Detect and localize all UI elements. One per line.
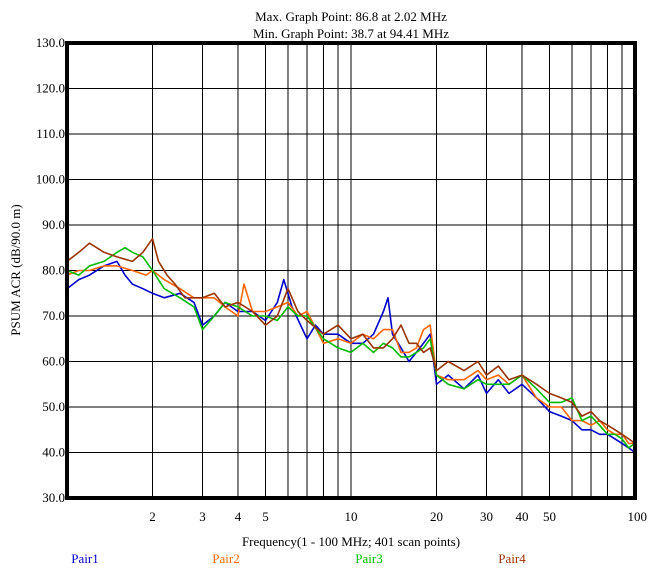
series-lines [66,237,636,454]
x-tick-label: 40 [515,509,528,524]
x-tick-label: 5 [262,509,269,524]
series-line-pair4 [66,237,636,445]
y-tick-label: 110.0 [36,126,65,141]
x-tick-label: 20 [430,509,443,524]
y-tick-label: 60.0 [42,354,65,369]
x-tick-label: 30 [480,509,493,524]
x-tick-label: 100 [628,509,648,524]
x-tick-label: 2 [149,509,156,524]
legend-entry-pair3: Pair3 [355,551,382,566]
chart-title-line-1: Max. Graph Point: 86.8 at 2.02 MHz [255,9,447,24]
chart-title-line-2: Min. Graph Point: 38.7 at 94.41 MHz [253,26,449,41]
legend: Pair1 Pair2 Pair3 Pair4 [71,551,526,566]
y-tick-label: 80.0 [42,263,65,278]
x-tick-labels: 2 3 4 5 10 20 30 40 50 100 [149,509,647,524]
x-tick-label: 4 [235,509,242,524]
y-tick-label: 40.0 [42,445,65,460]
legend-entry-pair1: Pair1 [71,551,98,566]
x-tick-label: 50 [543,509,556,524]
x-tick-label: 3 [199,509,206,524]
legend-entry-pair2: Pair2 [212,551,239,566]
y-axis-label: PSUM ACR (dB/90.0 m) [8,204,23,335]
x-tick-label: 10 [345,509,358,524]
y-tick-label: 120.0 [36,81,65,96]
y-tick-label: 90.0 [42,217,65,232]
y-tick-label: 70.0 [42,308,65,323]
y-tick-labels: 30.0 40.0 50.0 60.0 70.0 80.0 90.0 100.0 110.0 12… [36,35,65,505]
y-tick-label: 30.0 [42,490,65,505]
series-line-pair1 [66,260,636,454]
y-tick-label: 130.0 [36,35,65,50]
y-tick-label: 100.0 [36,172,65,187]
x-axis-label: Frequency(1 - 100 MHz; 401 scan points) [242,534,460,549]
legend-entry-pair4: Pair4 [498,551,526,566]
plot-frame [65,41,637,500]
y-tick-label: 50.0 [42,399,65,414]
